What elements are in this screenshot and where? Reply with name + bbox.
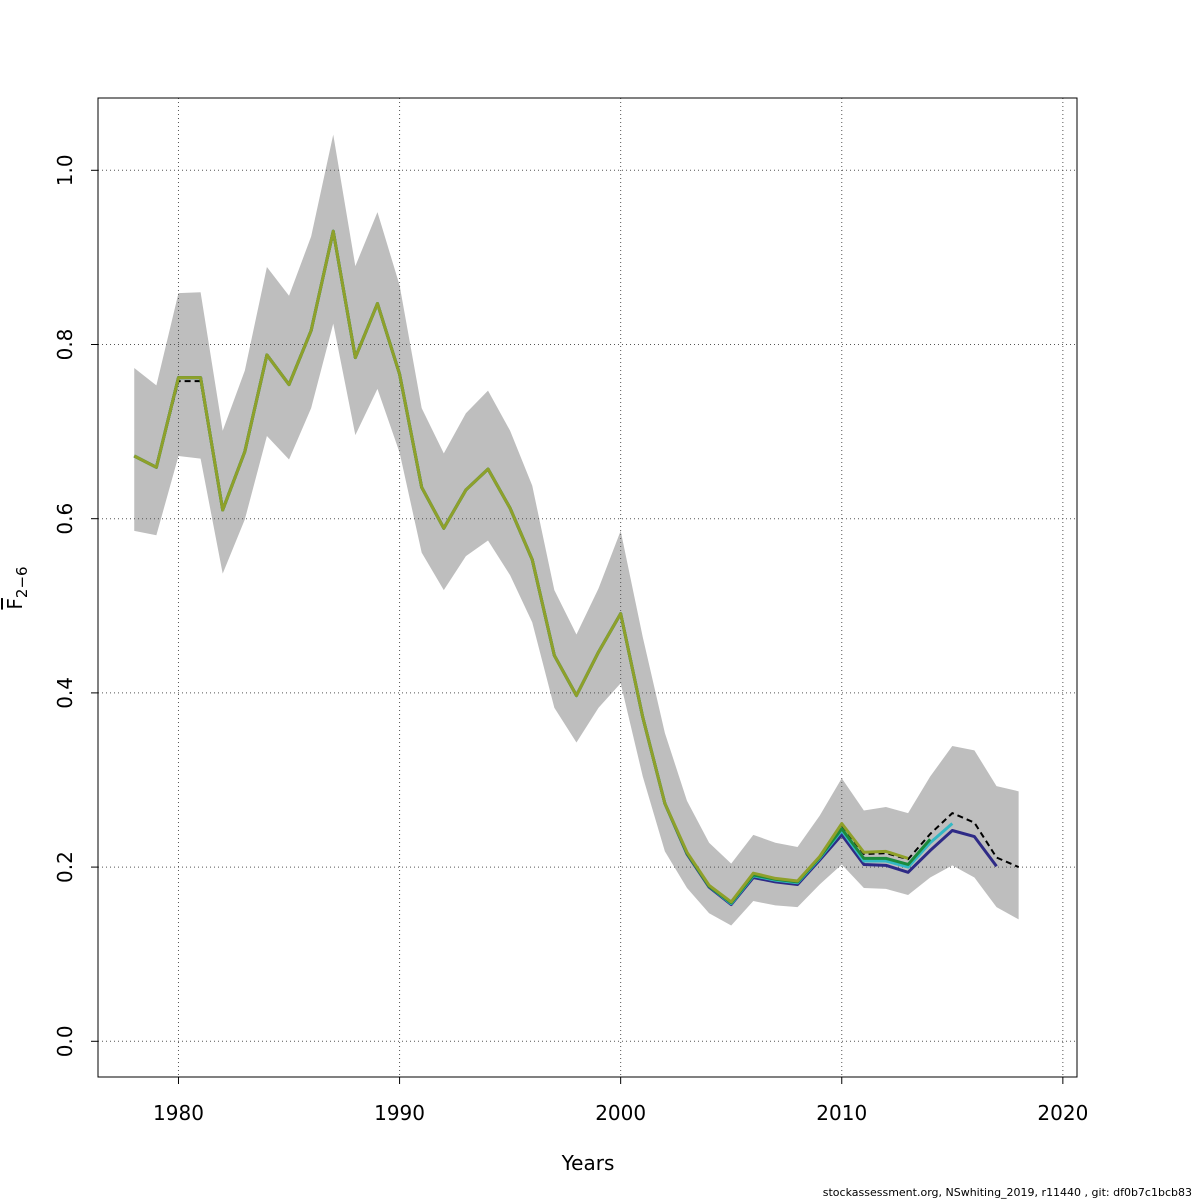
y-tick-label: 0.8 — [53, 329, 77, 361]
y-axis-label-main: F — [3, 598, 27, 610]
y-axis-label-sub: 2−6 — [13, 566, 31, 598]
series-line — [133, 229, 909, 904]
footer: stockassessment.org, NSwhiting_2019, r11… — [823, 1186, 1192, 1199]
y-tick-label: 0.2 — [53, 851, 77, 883]
y-tick-label: 0.6 — [53, 503, 77, 535]
x-tick-label: 2010 — [816, 1101, 867, 1125]
x-tick-label: 2020 — [1037, 1101, 1088, 1125]
confidence-band — [134, 134, 1019, 926]
x-axis-label: Years — [561, 1151, 615, 1175]
plot-frame — [97, 97, 1078, 1078]
y-tick-label: 1.0 — [53, 154, 77, 186]
x-tick-label: 1980 — [153, 1101, 204, 1125]
y-tick-label: 0.0 — [53, 1025, 77, 1057]
y-axis-label-group: F2−6 — [3, 566, 31, 609]
x-tick-label: 2000 — [595, 1101, 646, 1125]
x-tick-label: 1990 — [374, 1101, 425, 1125]
y-tick-label: 0.4 — [53, 677, 77, 709]
y-axis-label: F2−6 — [3, 566, 31, 609]
